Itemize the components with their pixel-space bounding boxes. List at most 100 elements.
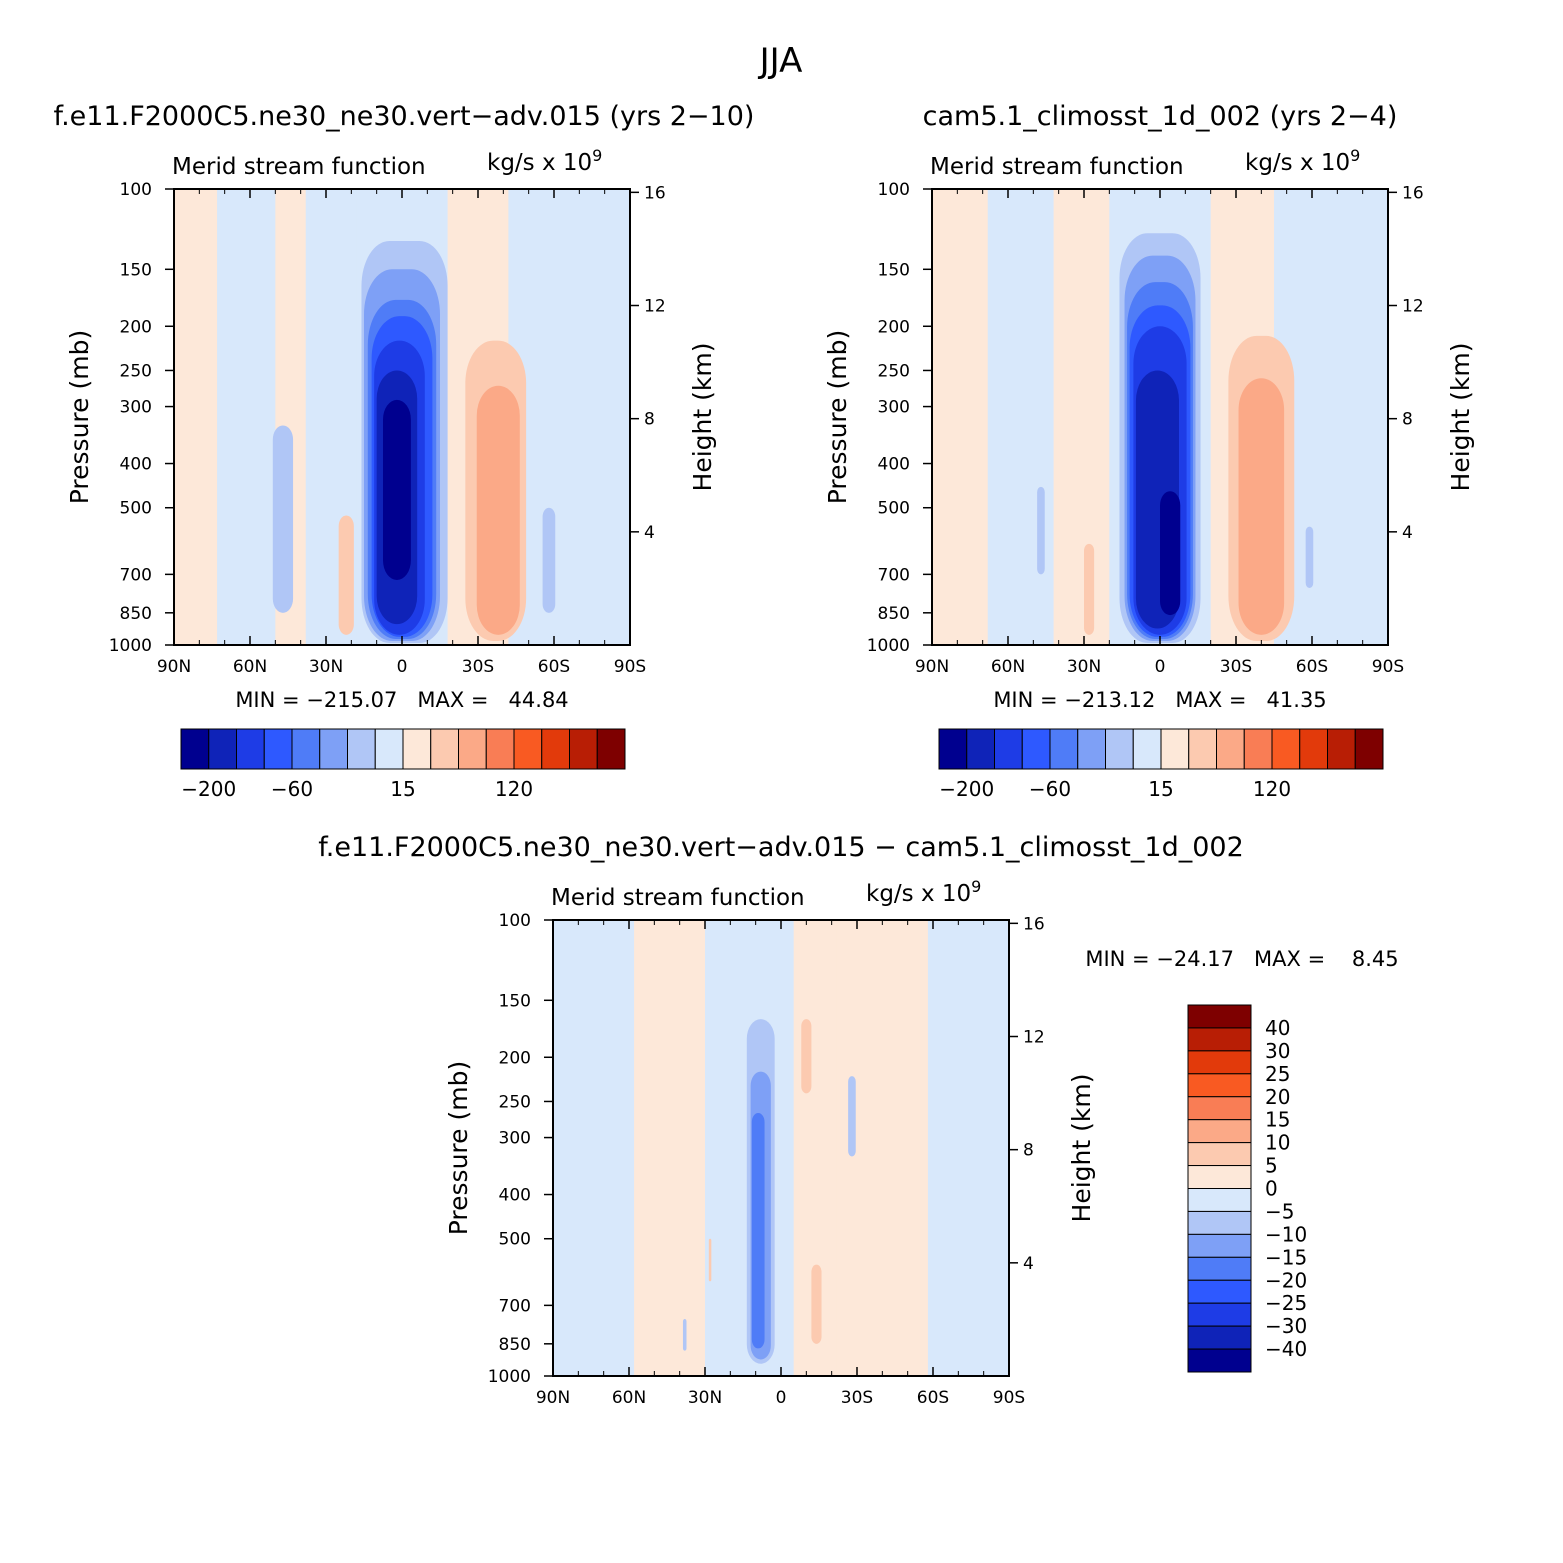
- colorbar-box: [1187, 1348, 1252, 1373]
- colorbar-box: [1187, 1233, 1252, 1258]
- colorbar-box: [374, 728, 404, 770]
- y-right-tick-label: 16: [644, 183, 666, 203]
- axes: 90N 60N 30N 0 30S 60S 90S 100 150 200 250 300 400 500…: [488, 911, 1045, 1408]
- colorbar-box: [1187, 1050, 1252, 1075]
- y-axis-label: Pressure (mb): [444, 1061, 473, 1235]
- colorbar-box: [938, 728, 968, 770]
- colorbar-label: −30: [1265, 1314, 1307, 1338]
- units-exponent: 9: [971, 877, 981, 896]
- contour-region: [811, 1264, 822, 1344]
- x-tick-label: 60N: [991, 657, 1025, 677]
- y-tick-label: 250: [878, 361, 910, 381]
- colorbar-box: [1187, 1210, 1252, 1235]
- axes: 90N 60N 30N 0 30S 60S 90S 100 150 200 250 300 400 500…: [867, 180, 1424, 677]
- panel-p1: f.e11.F2000C5.ne30_ne30.vert−adv.015 (yr…: [54, 101, 755, 801]
- y-tick-label: 150: [878, 260, 910, 280]
- y-tick-label: 1000: [488, 1367, 531, 1387]
- colorbar-box: [1187, 1165, 1252, 1189]
- field-sector: [508, 189, 630, 645]
- units-string: kg/s x 109: [487, 146, 602, 176]
- colorbar-box: [1105, 728, 1134, 770]
- colorbar-label: −25: [1265, 1291, 1307, 1315]
- left-string: Merid stream function: [172, 154, 426, 180]
- units-string: kg/s x 109: [866, 877, 981, 907]
- y-right-tick-label: 8: [1402, 410, 1413, 430]
- left-string: Merid stream function: [551, 885, 805, 911]
- y-right-tick-label: 8: [644, 410, 655, 430]
- colorbar-box: [1354, 728, 1384, 770]
- x-tick-label: 60S: [1296, 657, 1328, 677]
- field-sector: [1053, 189, 1110, 645]
- colorbar-box: [1299, 728, 1328, 770]
- y-right-tick-label: 4: [644, 523, 655, 543]
- x-tick-label: 30S: [462, 657, 494, 677]
- colorbar-box: [430, 728, 459, 770]
- y-tick-label: 100: [878, 180, 910, 200]
- page-title: JJA: [758, 41, 803, 81]
- colorbar-box: [1077, 728, 1106, 770]
- y-tick-label: 850: [878, 604, 910, 624]
- colorbar-label: 0: [1265, 1177, 1278, 1201]
- colorbar-box: [1187, 1302, 1252, 1327]
- panel-p2: cam5.1_climosst_1d_002 (yrs 2−4) Merid s…: [823, 101, 1475, 801]
- plot-area: [553, 920, 1009, 1376]
- contour-region: [476, 385, 520, 635]
- colorbar: −200 −60 15 120: [180, 728, 626, 801]
- y-right-tick-label: 4: [1402, 523, 1413, 543]
- axes: 90N 60N 30N 0 30S 60S 90S 100 150 200 250 300 400 500…: [109, 180, 666, 677]
- field-sector: [932, 189, 989, 645]
- colorbar-box: [541, 728, 570, 770]
- plot-area: [932, 189, 1388, 645]
- colorbar-box: [1187, 1096, 1252, 1121]
- colorbar-box: [458, 728, 487, 770]
- x-tick-label: 90N: [536, 1388, 570, 1408]
- y-right-axis-label: Height (km): [1446, 343, 1475, 492]
- y-tick-label: 400: [878, 455, 910, 475]
- field-sector: [987, 189, 1055, 645]
- colorbar-box: [1216, 728, 1245, 770]
- colorbar-box: [1132, 728, 1162, 770]
- colorbar-label: 25: [1265, 1062, 1290, 1086]
- left-string: Merid stream function: [930, 154, 1184, 180]
- contour-region: [1160, 491, 1181, 616]
- y-tick-label: 850: [120, 604, 152, 624]
- x-tick-label: 0: [397, 657, 408, 677]
- colorbar-box: [1049, 728, 1079, 770]
- colorbar-box: [1187, 1142, 1252, 1167]
- colorbar-box: [1187, 1073, 1252, 1098]
- colorbar-box: [1188, 728, 1217, 770]
- colorbar-label: −60: [271, 777, 313, 801]
- colorbar-box: [263, 728, 293, 770]
- colorbar-box: [1187, 1004, 1252, 1029]
- colorbar-label: 10: [1265, 1131, 1290, 1155]
- y-tick-label: 500: [120, 499, 152, 519]
- colorbar-box: [236, 728, 265, 770]
- colorbar-box: [596, 728, 626, 770]
- contour-region: [542, 507, 556, 613]
- contour-region: [272, 425, 294, 613]
- colorbar-box: [180, 728, 210, 770]
- y-right-tick-label: 12: [1402, 297, 1424, 317]
- units-exponent: 9: [592, 146, 602, 165]
- y-axis-label: Pressure (mb): [65, 330, 94, 504]
- colorbar-box: [402, 728, 432, 770]
- contour-region: [383, 399, 411, 580]
- x-tick-label: 30S: [1220, 657, 1252, 677]
- contour-region: [1238, 378, 1285, 635]
- contour-region: [1084, 543, 1095, 635]
- y-tick-label: 250: [499, 1092, 531, 1112]
- colorbar-box: [1327, 728, 1356, 770]
- contour-region: [682, 1319, 687, 1351]
- y-axis-label: Pressure (mb): [823, 330, 852, 504]
- colorbar-label: −10: [1265, 1222, 1307, 1246]
- y-tick-label: 100: [120, 180, 152, 200]
- y-tick-label: 200: [120, 317, 152, 337]
- colorbar-label: 120: [1253, 777, 1291, 801]
- y-tick-label: 200: [499, 1048, 531, 1068]
- x-tick-label: 60N: [233, 657, 267, 677]
- x-tick-label: 30S: [841, 1388, 873, 1408]
- colorbar-label: −20: [1265, 1268, 1307, 1292]
- y-tick-label: 300: [120, 398, 152, 418]
- colorbar-box: [1187, 1119, 1252, 1144]
